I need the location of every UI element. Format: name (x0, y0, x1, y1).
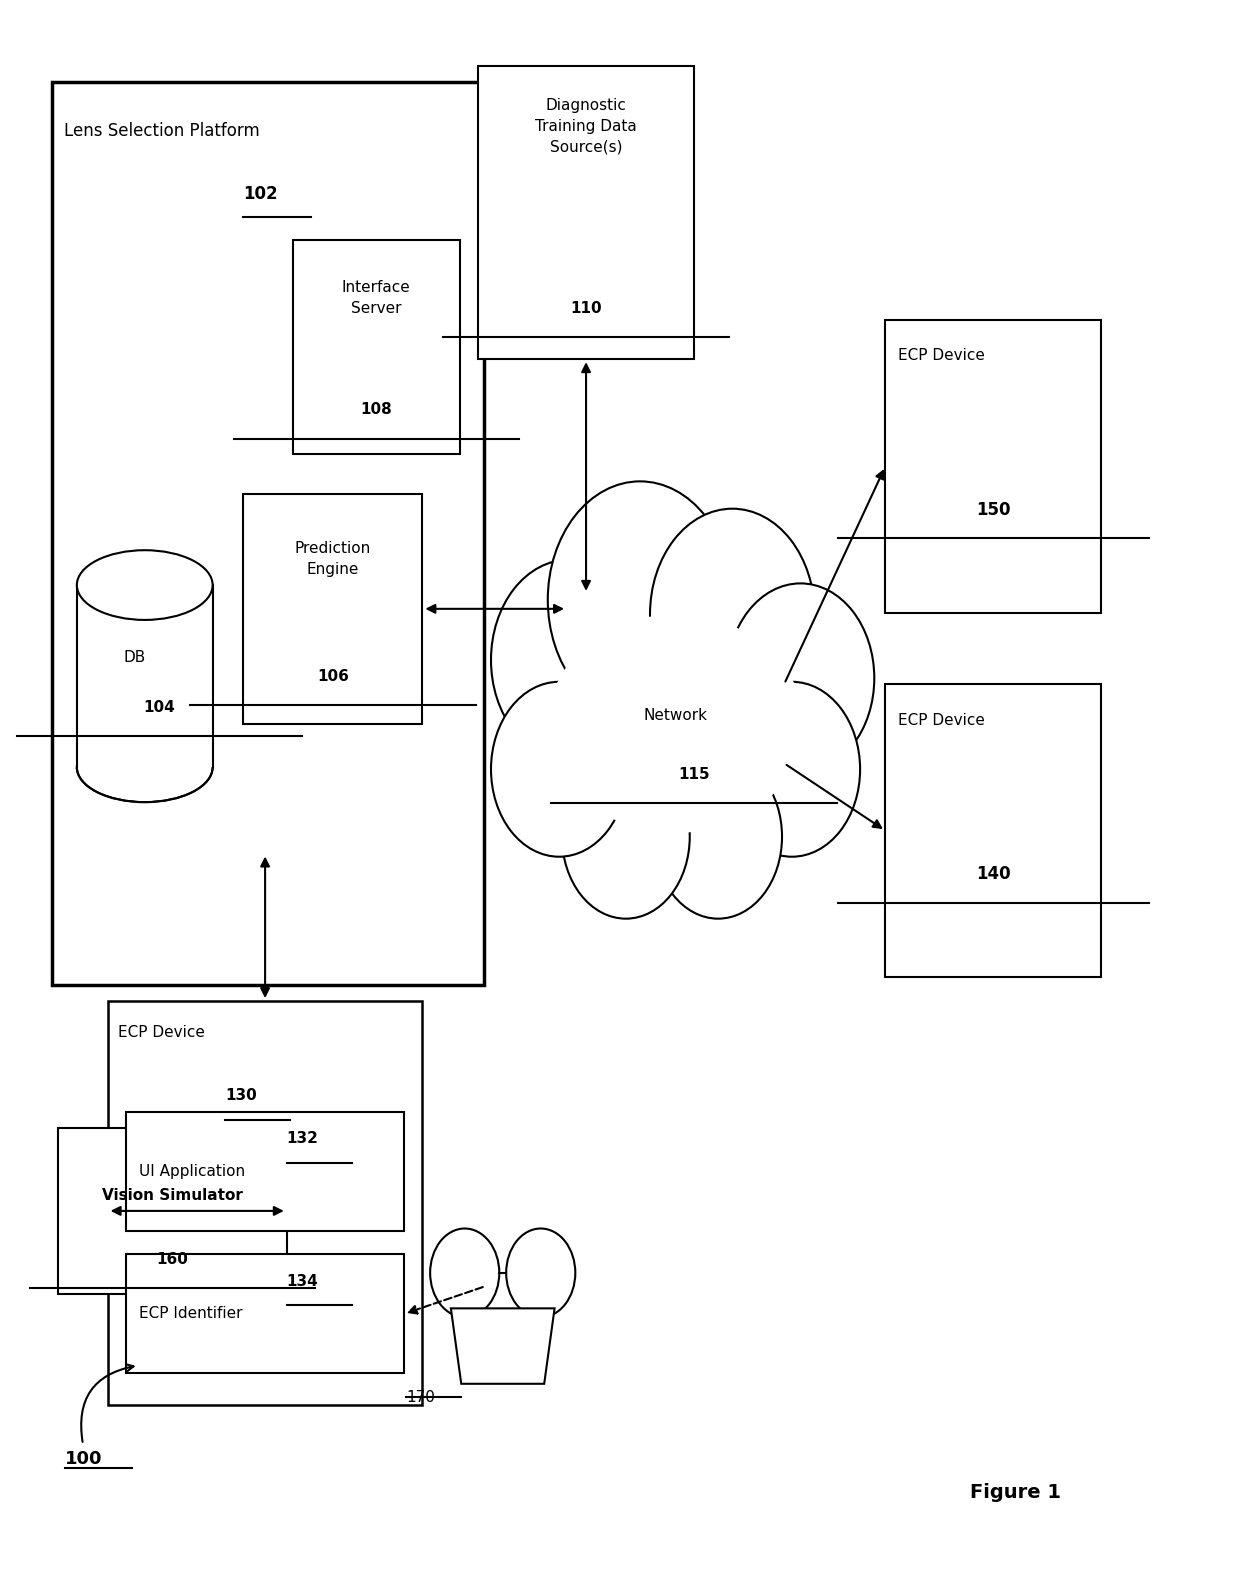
Circle shape (548, 482, 733, 719)
Bar (479, 67, 694, 359)
Circle shape (727, 584, 874, 773)
Bar (108, 1002, 423, 1406)
Bar (52, 83, 484, 986)
Text: Figure 1: Figure 1 (970, 1482, 1060, 1501)
Text: 115: 115 (678, 766, 709, 782)
Text: 134: 134 (286, 1274, 319, 1288)
Bar (58, 1127, 286, 1294)
Text: Interface
Server: Interface Server (342, 280, 410, 316)
Text: 170: 170 (405, 1390, 435, 1404)
Circle shape (724, 682, 861, 857)
Circle shape (506, 1229, 575, 1317)
Text: Diagnostic
Training Data
Source(s): Diagnostic Training Data Source(s) (536, 99, 637, 154)
Bar (126, 1111, 404, 1231)
Text: ECP Device: ECP Device (898, 712, 985, 728)
Circle shape (430, 1229, 500, 1317)
Ellipse shape (77, 733, 212, 801)
Circle shape (650, 509, 815, 720)
Text: 132: 132 (286, 1130, 319, 1146)
Bar (126, 1255, 404, 1374)
Text: DB: DB (124, 650, 146, 665)
Ellipse shape (77, 550, 212, 620)
FancyArrowPatch shape (81, 1364, 134, 1442)
Circle shape (491, 560, 647, 760)
Text: 100: 100 (64, 1450, 102, 1469)
Text: 110: 110 (570, 301, 601, 316)
Text: Prediction
Engine: Prediction Engine (295, 542, 371, 577)
Bar (885, 320, 1101, 612)
Text: 108: 108 (361, 402, 392, 418)
Text: ECP Device: ECP Device (898, 348, 985, 363)
Circle shape (655, 755, 782, 919)
Text: Lens Selection Platform: Lens Selection Platform (64, 121, 260, 140)
Text: 150: 150 (976, 501, 1011, 518)
Bar (77, 585, 212, 768)
Bar (243, 494, 423, 723)
Text: Network: Network (644, 708, 708, 723)
Text: ECP Device: ECP Device (118, 1024, 205, 1040)
Circle shape (562, 755, 689, 919)
Text: UI Application: UI Application (139, 1164, 244, 1178)
Text: Vision Simulator: Vision Simulator (102, 1188, 243, 1202)
Polygon shape (451, 1309, 554, 1383)
Text: 102: 102 (243, 184, 278, 204)
Text: 140: 140 (976, 865, 1011, 882)
Text: 160: 160 (156, 1251, 188, 1267)
Text: ECP Identifier: ECP Identifier (139, 1307, 242, 1321)
Text: 130: 130 (224, 1088, 257, 1103)
Text: 106: 106 (317, 669, 348, 684)
Ellipse shape (548, 614, 804, 833)
Bar (885, 684, 1101, 978)
Text: 104: 104 (144, 700, 175, 716)
Circle shape (491, 682, 627, 857)
Bar (293, 240, 460, 455)
